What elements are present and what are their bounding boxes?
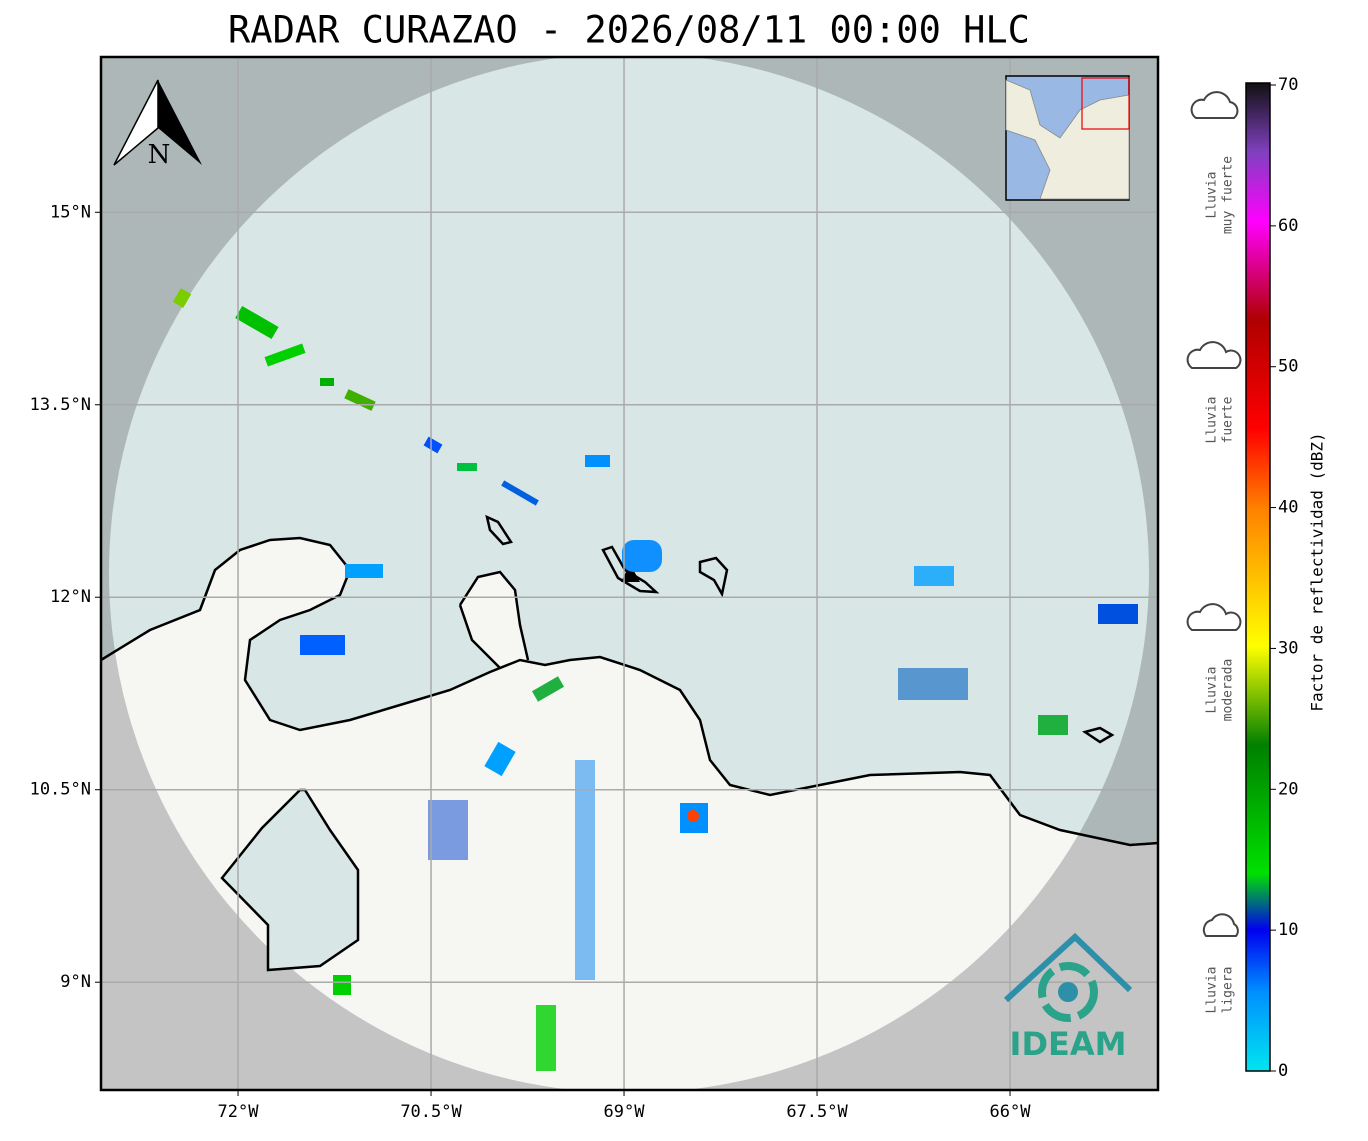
inset-map [1005, 75, 1130, 201]
legend-label: Lluvia [1205, 397, 1220, 444]
radar-site [621, 564, 640, 582]
north-label: N [148, 140, 171, 170]
colorbar-tick-label: 60 [1278, 216, 1298, 236]
y-tick-label: 13.5°N [30, 395, 91, 415]
north-arrow: N [113, 79, 202, 170]
legend-label: muy fuerte [1221, 156, 1236, 234]
coastline [101, 536, 1158, 847]
colorbar-tick-label: 10 [1278, 920, 1298, 940]
colorbar-tick-label: 40 [1278, 498, 1298, 518]
colorbar [1245, 82, 1271, 1072]
legend-label: Lluvia [1205, 967, 1220, 1014]
ideam-logo: IDEAM [1003, 932, 1133, 1063]
radar-echoes [172, 288, 1138, 1071]
x-tick-label: 70.5°W [400, 1102, 462, 1122]
paraguana-coast [458, 570, 530, 669]
colorbar-tick-label: 50 [1278, 357, 1298, 377]
legend-label: Lluvia [1205, 667, 1220, 714]
y-tick-label: 15°N [50, 202, 91, 222]
graticule [101, 57, 1158, 1090]
legend-label: ligera [1221, 967, 1236, 1014]
map-frame [99, 55, 1160, 1092]
colorbar-label: Factor de reflectividad (dBZ) [1308, 432, 1327, 711]
island-aruba [485, 514, 514, 546]
x-tick-label: 66°W [990, 1102, 1032, 1122]
colorbar-tick-label: 70 [1278, 75, 1298, 95]
legend-label: fuerte [1221, 396, 1236, 443]
lake-maracaibo [220, 788, 360, 972]
x-tick-label: 72°W [218, 1102, 260, 1122]
x-tick-label: 69°W [604, 1102, 646, 1122]
legend-icons [1186, 91, 1242, 937]
island-margarita [1082, 726, 1115, 744]
x-tick-label: 67.5°W [786, 1102, 848, 1122]
y-tick-label: 10.5°N [30, 780, 91, 800]
colorbar-tick-label: 0 [1278, 1061, 1288, 1081]
colorbar-tick-label: 20 [1278, 779, 1298, 799]
y-tick-label: 9°N [60, 972, 91, 992]
legend-label: Lluvia [1205, 172, 1220, 219]
legend-label: moderada [1221, 659, 1236, 722]
title: RADAR CURAZAO - 2026/08/11 00:00 HLC [228, 9, 1030, 52]
y-tick-label: 12°N [50, 587, 91, 607]
map [101, 57, 1158, 1090]
colorbar-tick-label: 30 [1278, 638, 1298, 658]
island-curacao [601, 545, 660, 594]
island-bonaire [698, 556, 729, 598]
logo-text: IDEAM [1010, 1025, 1127, 1063]
